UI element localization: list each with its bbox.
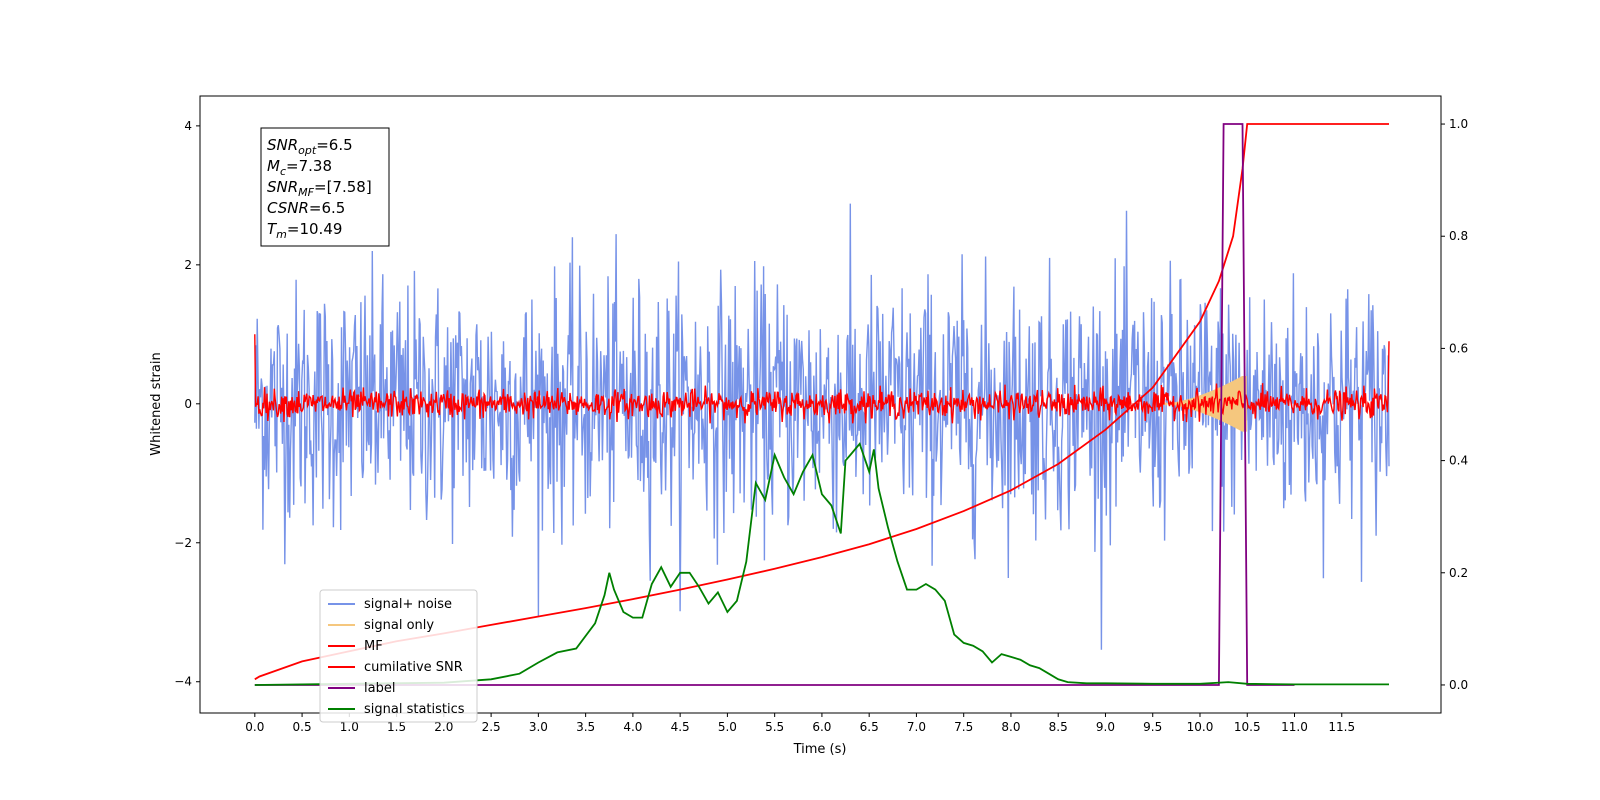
y2-tick-label: 1.0 [1449,117,1468,131]
x-tick-label: 0.0 [245,720,264,734]
y-tick-label: 2 [184,258,192,272]
plot-frame [199,95,1442,714]
x-tick-label: 8.5 [1049,720,1068,734]
y-tick-label: 4 [184,119,192,133]
x-tick-label: 9.5 [1143,720,1162,734]
x-tick-label: 10.5 [1234,720,1261,734]
x-tick-label: 7.0 [907,720,926,734]
series-signal-noise [254,203,1390,650]
series-signal-statistics [254,441,1389,686]
x-tick-label: 3.0 [529,720,548,734]
x-tick-label: 10.0 [1187,720,1214,734]
x-tick-label: 4.0 [623,720,642,734]
y-tick-label: −4 [174,675,192,689]
annotation-line: Mc=7.38 [267,157,332,178]
x-tick-label: 2.0 [434,720,453,734]
annotation-line: CSNR=6.5 [267,199,345,217]
legend: signal+ noise signal only MF cumilative SNR… [319,589,478,723]
x-tick-label: 1.5 [387,720,406,734]
x-tick-label: 0.5 [293,720,312,734]
annotation-frame [260,127,390,247]
x-tick-label: 11.5 [1328,720,1355,734]
x-tick-label: 2.5 [482,720,501,734]
y-tick-label: −2 [174,536,192,550]
y-axis-label: Whitened strain [149,352,164,455]
y2-tick-label: 0.8 [1449,229,1468,243]
legend-entry: cumilative SNR [364,660,463,675]
y2-tick-label: 0.0 [1449,678,1468,692]
x-tick-label: 3.5 [576,720,595,734]
x-tick-label: 11.0 [1281,720,1308,734]
legend-entry: signal+ noise [364,597,452,612]
annotation-line: SNRopt=6.5 [267,136,353,157]
x-tick-label: 6.5 [860,720,879,734]
legend-frame [319,589,478,723]
x-tick-label: 8.0 [1001,720,1020,734]
axes: 0.0 0.5 1.0 1.5 2.0 2.5 3.0 3.5 4.0 4.5 5.0 5.5 6.0 6… [174,117,1468,734]
x-tick-label: 1.0 [340,720,359,734]
x-tick-label: 4.5 [671,720,690,734]
y2-tick-label: 0.6 [1449,341,1468,355]
x-axis-label: Time (s) [793,742,847,757]
y-tick-label: 0 [184,397,192,411]
annotation-line: SNRMF=[7.58] [267,178,372,199]
annotation-line: Tm=10.49 [267,220,342,241]
legend-entry: MF [364,639,383,654]
x-tick-label: 6.0 [812,720,831,734]
x-tick-label: 5.5 [765,720,784,734]
x-tick-label: 9.0 [1096,720,1115,734]
y2-tick-label: 0.2 [1449,566,1468,580]
x-tick-label: 7.5 [954,720,973,734]
legend-entry: signal only [364,618,434,633]
series-label [254,123,1295,686]
legend-entry: signal statistics [364,702,465,717]
x-tick-label: 5.0 [718,720,737,734]
y2-tick-label: 0.4 [1449,454,1468,468]
series-signal-only [1162,375,1247,432]
legend-entry: label [364,681,395,696]
series-mf [254,334,1390,424]
